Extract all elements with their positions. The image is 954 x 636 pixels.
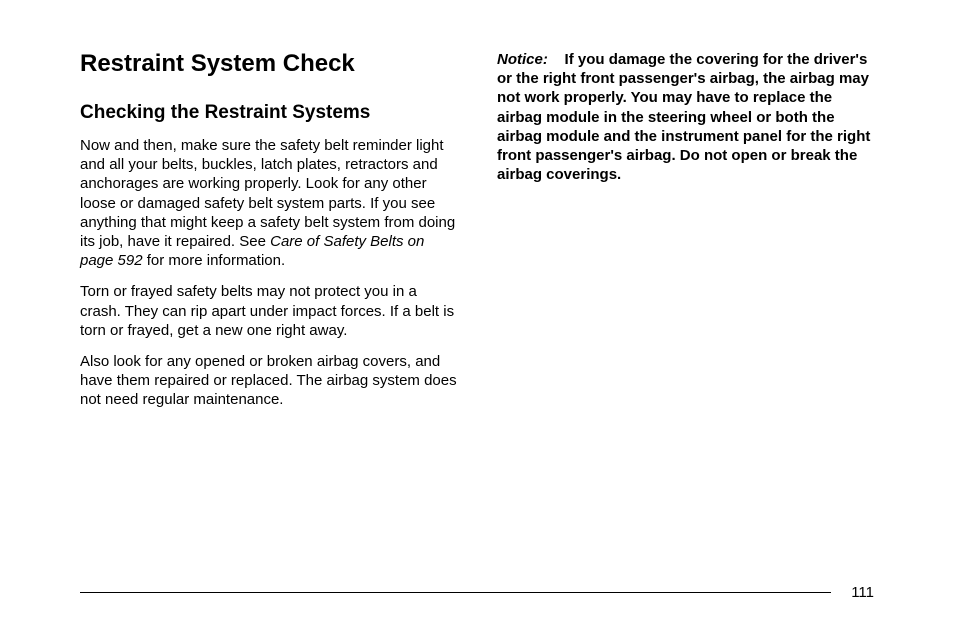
page-number: 111 [851, 584, 874, 601]
notice-body: If you damage the covering for the drive… [497, 51, 870, 183]
paragraph-3: Also look for any opened or broken airba… [80, 352, 457, 410]
paragraph-2: Torn or frayed safety belts may not prot… [80, 282, 457, 340]
notice-label: Notice: [497, 51, 548, 68]
page-footer: 111 [80, 584, 874, 601]
left-column: Restraint System Check Checking the Rest… [80, 50, 457, 421]
notice-paragraph: Notice: If you damage the covering for t… [497, 50, 874, 184]
heading-main: Restraint System Check [80, 50, 457, 78]
right-column: Notice: If you damage the covering for t… [497, 50, 874, 421]
footer-rule [80, 592, 831, 594]
paragraph-1: Now and then, make sure the safety belt … [80, 136, 457, 270]
notice-spacer [552, 51, 560, 68]
heading-sub: Checking the Restraint Systems [80, 102, 457, 124]
paragraph-1-text-b: for more information. [143, 252, 286, 269]
document-page: Restraint System Check Checking the Rest… [0, 0, 954, 636]
content-columns: Restraint System Check Checking the Rest… [80, 50, 874, 421]
